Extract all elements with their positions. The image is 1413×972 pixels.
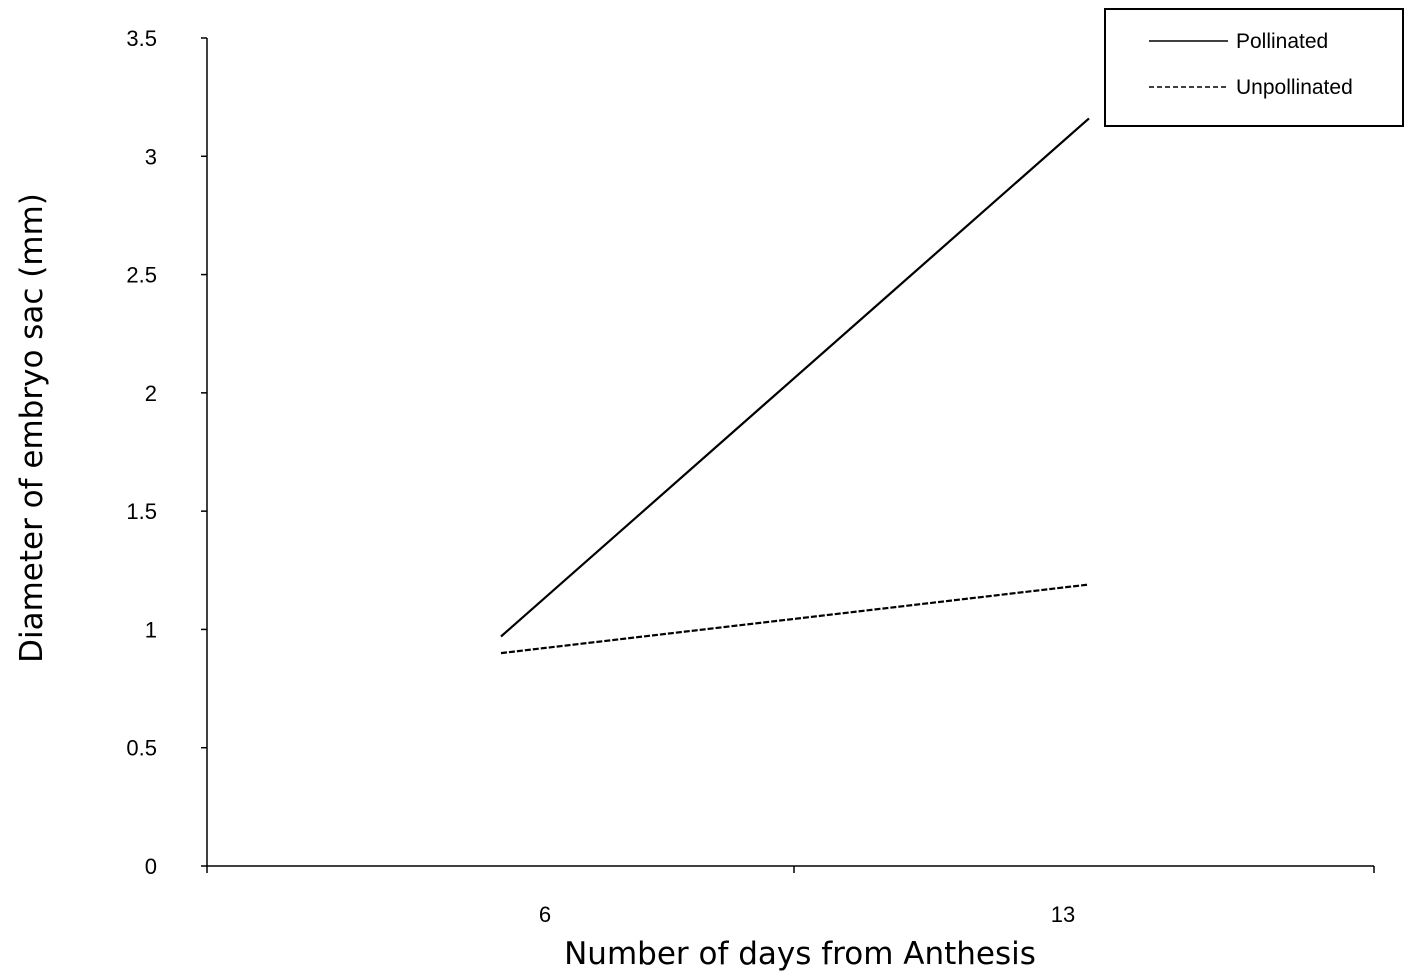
axes (206, 38, 1374, 867)
y-tick-label: 2.5 (126, 263, 157, 288)
y-tick-label: 3.5 (126, 26, 157, 51)
legend-label-pollinated: Pollinated (1236, 30, 1328, 53)
y-tick-label: 2 (145, 381, 157, 406)
x-tick-label: 13 (1051, 902, 1075, 927)
y-tick-label: 1.5 (126, 499, 157, 524)
y-axis-ticks: 0 0.5 1 1.5 2 2.5 3 3.5 (126, 26, 207, 879)
y-tick-label: 1 (145, 617, 157, 642)
series-lines (500, 117, 1090, 655)
legend-box (1104, 8, 1404, 127)
y-axis-title: Diameter of embryo sac (mm) (14, 193, 50, 663)
x-axis-ticks: 6 13 (206, 866, 1375, 927)
x-tick-label: 6 (539, 902, 551, 927)
x-axis-title: Number of days from Anthesis (564, 936, 1036, 972)
series-line-unpollinated (500, 583, 1090, 655)
y-tick-label: 0 (145, 854, 157, 879)
legend: Pollinated Unpollinated (1104, 8, 1404, 127)
y-tick-label: 3 (145, 144, 157, 169)
y-tick-label: 0.5 (126, 736, 157, 761)
legend-label-unpollinated: Unpollinated (1236, 76, 1353, 99)
series-line-pollinated (500, 117, 1090, 638)
